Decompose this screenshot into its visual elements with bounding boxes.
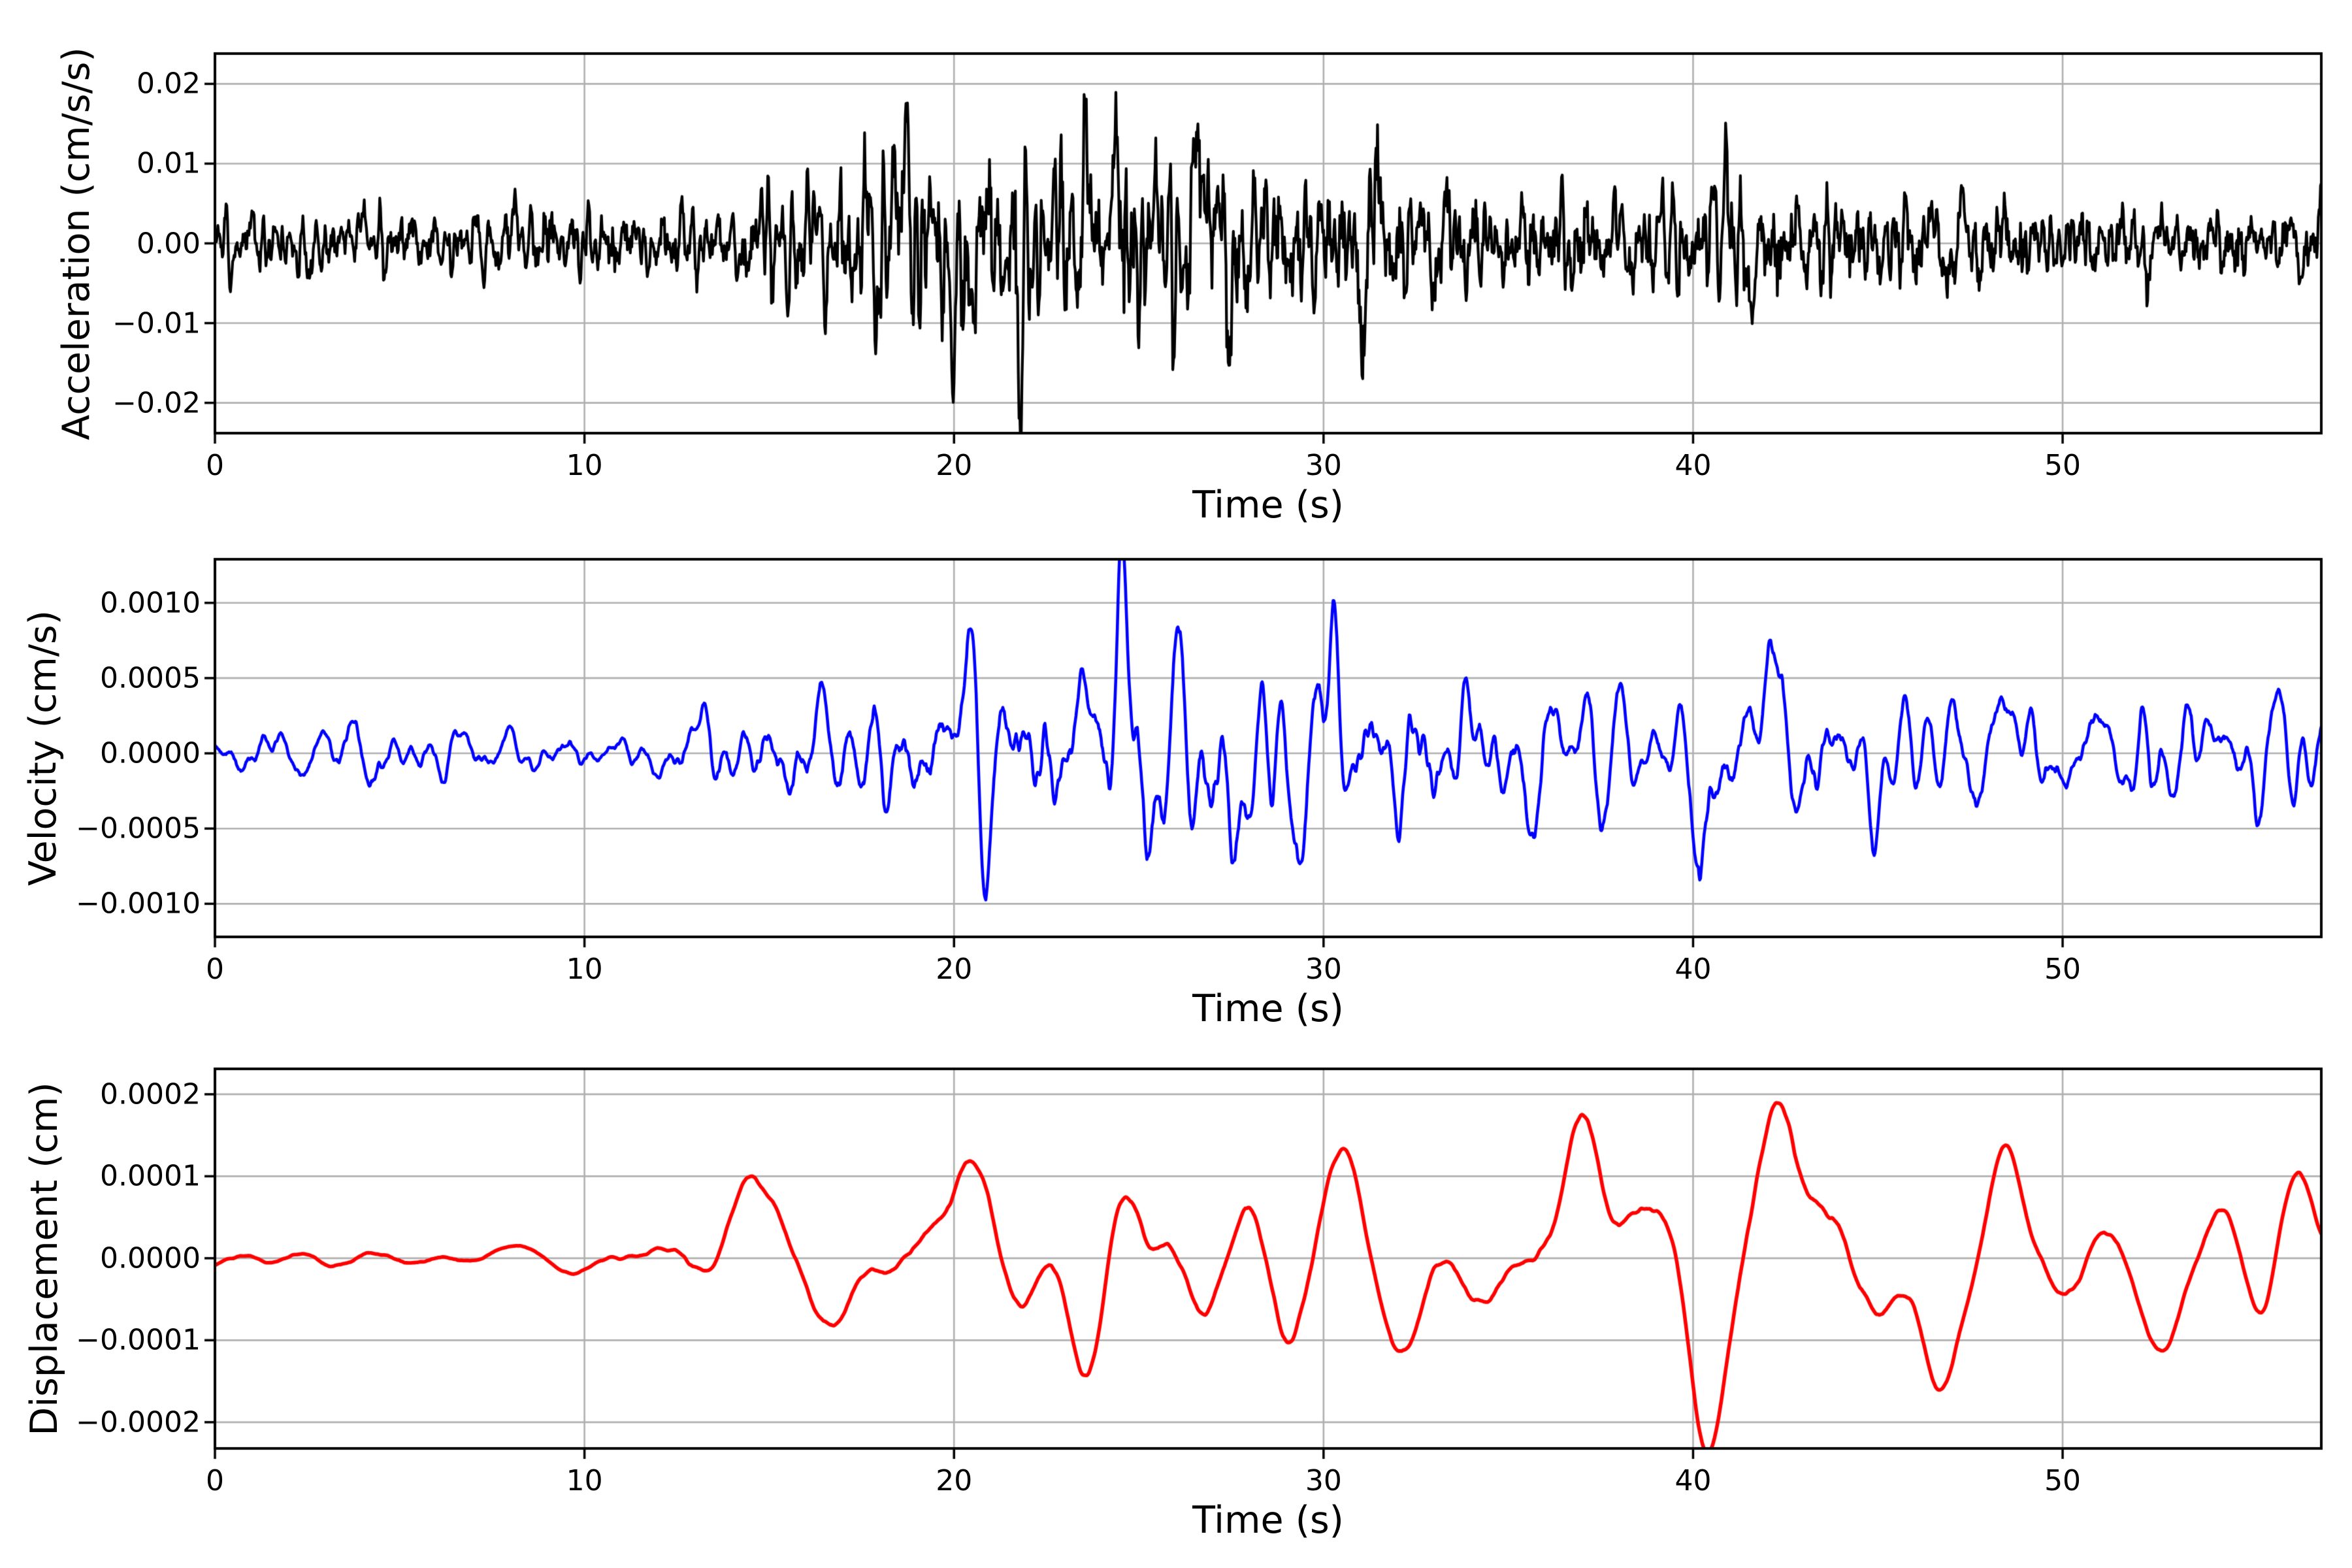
- y-tick-label: 0.0005: [100, 661, 201, 695]
- y-tick-label: 0.02: [137, 67, 201, 101]
- x-tick-label: 30: [1305, 953, 1342, 986]
- y-tick-label: −0.01: [112, 306, 201, 340]
- y-tick-label: 0.00: [137, 227, 201, 260]
- y-tick-label: −0.0010: [76, 887, 201, 921]
- y-tick-label: −0.0005: [76, 811, 201, 845]
- y-tick-label: 0.01: [137, 146, 201, 180]
- x-tick-label: 0: [206, 449, 224, 482]
- x-tick-label: 0: [206, 953, 224, 986]
- y-tick-label: −0.02: [112, 386, 201, 420]
- x-tick-label: 50: [2044, 449, 2082, 482]
- x-tick-label: 10: [566, 1464, 603, 1497]
- x-tick-label: 10: [566, 449, 603, 482]
- x-tick-label: 20: [936, 449, 973, 482]
- x-tick-label: 20: [936, 953, 973, 986]
- y-tick-label: 0.0001: [100, 1159, 201, 1193]
- y-tick-label: 0.0010: [100, 586, 201, 620]
- x-tick-label: 40: [1674, 953, 1712, 986]
- x-tick-label: 0: [206, 1464, 224, 1497]
- x-tick-label: 50: [2044, 953, 2082, 986]
- x-tick-label: 10: [566, 953, 603, 986]
- y-tick-label: 0.0000: [100, 736, 201, 770]
- x-tick-label: 30: [1305, 449, 1342, 482]
- x-tick-label: 40: [1674, 449, 1712, 482]
- x-axis-label-time-plot2: Time (s): [1192, 987, 1344, 1030]
- y-tick-label: 0.0000: [100, 1241, 201, 1275]
- y-tick-label: 0.0002: [100, 1077, 201, 1111]
- x-tick-label: 40: [1674, 1464, 1712, 1497]
- x-tick-label: 50: [2044, 1464, 2082, 1497]
- x-axis-label-time-plot1: Time (s): [1192, 483, 1344, 527]
- x-tick-label: 30: [1305, 1464, 1342, 1497]
- x-tick-label: 20: [936, 1464, 973, 1497]
- x-axis-label-time-plot3: Time (s): [1192, 1499, 1344, 1542]
- y-tick-label: −0.0002: [76, 1405, 201, 1439]
- y-tick-label: −0.0001: [76, 1323, 201, 1357]
